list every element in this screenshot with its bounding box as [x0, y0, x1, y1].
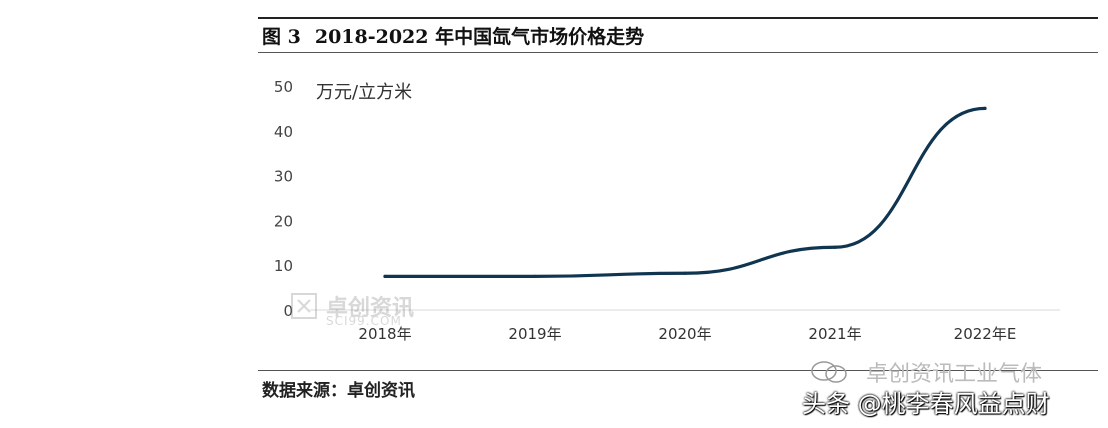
top-rule	[258, 17, 1098, 19]
data-point	[383, 274, 387, 278]
data-source: 数据来源：卓创资讯	[262, 381, 415, 401]
y-tick-label: 40	[274, 123, 293, 141]
data-point	[983, 106, 987, 110]
watermark-logo-cn: 卓创资讯	[326, 296, 415, 321]
title-rule	[258, 52, 1098, 53]
figure-number: 图 3	[262, 26, 301, 48]
data-point	[833, 245, 837, 249]
series-line	[383, 106, 987, 279]
wechat-icon	[811, 361, 847, 383]
sci99-logo-icon	[291, 293, 317, 319]
y-tick-label: 50	[274, 78, 293, 96]
y-tick-label: 30	[274, 168, 293, 186]
bottom-rule	[258, 370, 1098, 371]
account-watermark: 卓创资讯工业气体 头条 @桃李春风益点财	[800, 354, 1100, 424]
x-tick-label: 2021年	[808, 325, 861, 343]
x-tick-label: 2020年	[658, 325, 711, 343]
y-axis-unit-label: 万元/立方米	[316, 82, 413, 103]
x-tick-label: 2019年	[508, 325, 561, 343]
y-tick-label: 0	[283, 302, 293, 320]
y-tick-label: 20	[274, 212, 293, 230]
figure-title: 图 3 2018-2022 年中国氙气市场价格走势	[262, 22, 644, 49]
data-point	[683, 271, 687, 275]
figure-title-text: 2018-2022 年中国氙气市场价格走势	[314, 26, 645, 48]
watermark-logo-en: SCI99.COM	[326, 314, 402, 328]
sci99-watermark-logo: 卓创资讯 SCI99.COM	[290, 290, 540, 330]
x-tick-label: 2022年E	[954, 325, 1017, 343]
y-tick-label: 10	[274, 257, 293, 275]
x-tick-label: 2018年	[358, 325, 411, 343]
data-point	[533, 274, 537, 278]
toutiao-author: 头条 @桃李春风益点财	[802, 390, 1050, 418]
wechat-account-name: 卓创资讯工业气体	[866, 362, 1043, 387]
